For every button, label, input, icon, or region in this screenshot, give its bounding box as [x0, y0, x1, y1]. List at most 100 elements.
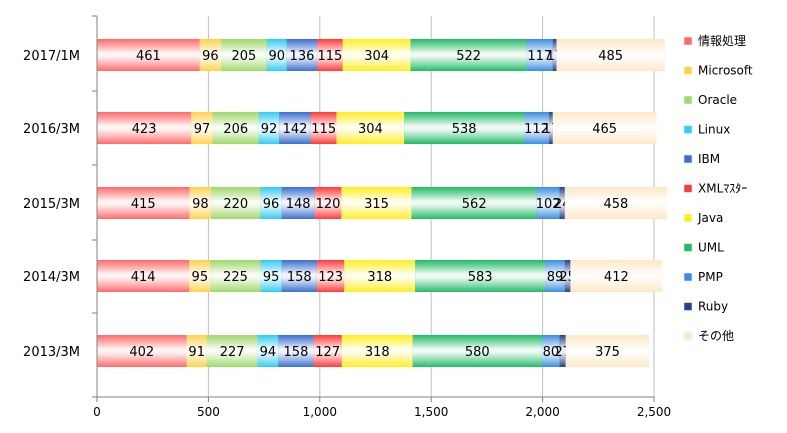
data-label: 127	[315, 345, 340, 360]
bar-segment-shading	[524, 112, 550, 144]
data-label: 220	[223, 197, 248, 212]
bar-segment-shading	[210, 260, 261, 292]
bar-segment-shading	[342, 39, 411, 71]
bar-segment-shading	[344, 260, 416, 292]
legend-label: Ruby	[698, 300, 728, 314]
bar-segment-shading	[281, 187, 315, 219]
bar-segment-shading	[552, 39, 557, 71]
bar-segment-shading	[206, 335, 258, 367]
data-label: 538	[452, 122, 477, 137]
bar-segment-shading	[556, 39, 665, 71]
legend-swatch	[683, 243, 693, 252]
data-label: 318	[365, 345, 390, 360]
data-label: 96	[263, 197, 280, 212]
data-label: 485	[598, 49, 623, 64]
category-label: 2016/3M	[23, 122, 80, 137]
legend-label: PMP	[698, 270, 723, 284]
bar-segment-shading	[310, 112, 337, 144]
bar-segment-shading	[186, 335, 207, 367]
x-tick-label: 500	[197, 405, 220, 419]
data-label: 115	[318, 49, 343, 64]
data-label: 115	[311, 122, 336, 137]
data-label: 89	[547, 270, 564, 285]
data-label: 225	[223, 270, 248, 285]
data-label: 112	[524, 122, 549, 137]
x-tick-label: 1,500	[414, 405, 448, 419]
bar-segment-shading	[313, 335, 342, 367]
bar-segment-shading	[317, 39, 343, 71]
legend-label: XMLﾏｽﾀｰ	[698, 182, 747, 196]
data-label: 97	[194, 122, 211, 137]
data-label: 95	[192, 270, 209, 285]
data-label: 580	[465, 345, 490, 360]
data-label: 461	[136, 49, 161, 64]
bar-segment-shading	[266, 39, 287, 71]
bar-segment-shading	[545, 260, 565, 292]
data-label: 158	[284, 345, 309, 360]
data-label: 583	[468, 270, 493, 285]
data-label: 94	[260, 345, 277, 360]
legend-label: Microsoft	[698, 64, 753, 78]
bar-segment-shading	[559, 335, 566, 367]
bar-segment-shading	[260, 187, 282, 219]
legend-swatch	[683, 95, 693, 105]
data-label: 465	[592, 122, 617, 137]
bar-segment-shading	[526, 39, 553, 71]
data-label: 98	[192, 197, 209, 212]
bar-segment-shading	[199, 39, 222, 71]
bar-segment-shading	[258, 112, 280, 144]
bar-segment-shading	[191, 112, 213, 144]
bar-segment-shading	[564, 260, 571, 292]
data-label: 206	[223, 122, 248, 137]
data-label: 562	[462, 197, 487, 212]
data-label: 80	[543, 345, 560, 360]
data-label: 90	[269, 49, 286, 64]
category-label: 2013/3M	[23, 345, 80, 360]
bar-segment-shading	[411, 187, 537, 219]
legend-label: Linux	[698, 123, 730, 137]
legend-swatch	[683, 331, 693, 341]
data-label: 423	[132, 122, 157, 137]
bar-segment-shading	[341, 335, 413, 367]
legend-swatch	[683, 125, 693, 134]
bar-segment-shading	[212, 112, 259, 144]
bar-segment-shading	[189, 260, 211, 292]
data-label: 136	[290, 49, 315, 64]
bar-segment-shading	[281, 260, 317, 292]
data-label: 91	[188, 345, 205, 360]
bar-segment-shading	[97, 335, 187, 367]
bar-segment-shading	[260, 260, 282, 292]
legend-swatch	[683, 302, 693, 311]
legend-swatch	[683, 272, 693, 282]
bar-segment-shading	[536, 187, 560, 219]
bar-segment-shading	[552, 112, 657, 144]
data-label: 148	[286, 197, 311, 212]
axes: 2017/1M 2016/3M 2015/3M 2014/3M 2013/3M 0 500 1…	[23, 15, 671, 419]
bar-segment-shading	[278, 335, 314, 367]
x-tick-label: 2,000	[525, 405, 559, 419]
bar-segment-shading	[404, 112, 525, 144]
bar-segment-shading	[559, 187, 565, 219]
bar-segment-shading	[189, 187, 212, 219]
bar-segment-shading	[314, 187, 342, 219]
data-label: 142	[283, 122, 308, 137]
category-label: 2015/3M	[23, 197, 80, 212]
legend-swatch	[683, 154, 693, 164]
category-label: 2017/1M	[23, 49, 80, 64]
bar-segment-shading	[541, 335, 560, 367]
data-label: 102	[536, 197, 561, 212]
x-tick-label: 0	[93, 405, 101, 419]
data-label: 402	[129, 345, 154, 360]
category-label: 2014/3M	[23, 270, 80, 285]
bar-segment-shading	[221, 39, 267, 71]
legend-swatch	[683, 184, 693, 193]
legend-swatch	[683, 66, 693, 75]
legend-label: 情報処理	[698, 34, 746, 48]
bar-segment-shading	[97, 187, 190, 219]
legend-swatch	[683, 36, 693, 46]
bar-segment-shading	[565, 335, 650, 367]
bar-segment-shading	[97, 39, 200, 71]
data-label: 304	[358, 122, 383, 137]
